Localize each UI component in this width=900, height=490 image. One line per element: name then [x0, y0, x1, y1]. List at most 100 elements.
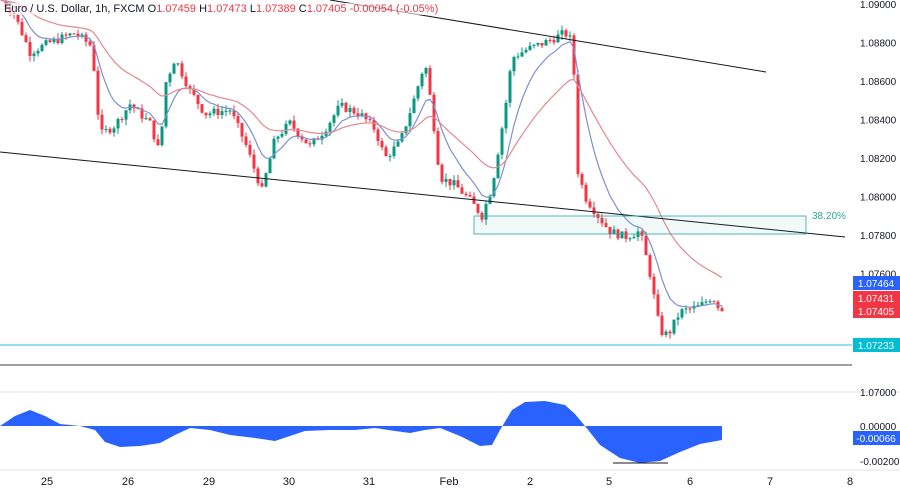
candle-body [188, 86, 192, 89]
candle-body [148, 118, 152, 121]
candle-body [80, 34, 84, 37]
candle-body [388, 155, 392, 157]
candle-body [228, 110, 232, 112]
candle-body [572, 35, 576, 75]
candle-body [624, 231, 628, 239]
candle-body [64, 34, 68, 36]
candle-body [420, 73, 424, 87]
candle-body [720, 308, 724, 312]
candle-body [108, 128, 112, 133]
candle-body [548, 40, 552, 42]
candle-body [672, 319, 676, 334]
candle-body [632, 236, 636, 239]
candle-body [468, 195, 472, 197]
candle-body [588, 201, 592, 208]
candle-body [452, 180, 456, 186]
candle-body [524, 49, 528, 53]
candle-body [396, 141, 400, 147]
x-tick-label: 6 [687, 476, 693, 488]
candle-body [368, 119, 372, 121]
price-badge-label: 1.07233 [858, 341, 895, 352]
candle-body [340, 102, 344, 106]
symbol-line: Euro / U.S. Dollar, 1h, FXCM [4, 3, 145, 15]
candle-body [600, 217, 604, 224]
candle-body [272, 138, 276, 159]
candle-body [352, 107, 356, 114]
x-tick-label: 26 [122, 476, 134, 488]
price-badge [853, 304, 900, 318]
candle-body [52, 38, 56, 43]
x-tick-label: 31 [363, 476, 375, 488]
candle-body [256, 168, 260, 184]
candle-body [116, 118, 120, 129]
candle-body [700, 302, 704, 306]
candle-body [436, 131, 440, 165]
candle-body [124, 110, 128, 120]
candle-body [708, 301, 712, 303]
candle-body [268, 158, 272, 174]
candle-body [244, 136, 248, 145]
chart-header: Euro / U.S. Dollar, 1h, FXCM O1.07459 H1… [4, 3, 439, 15]
candle-body [564, 30, 568, 37]
close-label: C [298, 3, 307, 15]
candle-body [648, 255, 652, 277]
oscillator-badge [853, 431, 900, 445]
candle-body [40, 44, 44, 51]
candle-body [660, 315, 664, 336]
candle-body [416, 86, 420, 99]
candle-body [76, 33, 80, 37]
candle-body [408, 113, 412, 127]
candle-body [140, 108, 144, 119]
candle-body [508, 71, 512, 103]
price-badge [853, 291, 900, 305]
candle-body [528, 45, 532, 50]
oscillator-area [0, 401, 722, 463]
candle-body [312, 138, 316, 145]
candle-body [392, 146, 396, 156]
candle-body [336, 105, 340, 116]
candle-body [16, 14, 20, 22]
candle-body [216, 108, 220, 116]
candle-body [432, 94, 436, 132]
candle-body [612, 229, 616, 235]
candle-body [156, 139, 160, 146]
x-tick-label: 5 [606, 476, 612, 488]
candle-body [520, 52, 524, 57]
candle-body [44, 40, 48, 45]
ma-slow-line [1, 0, 723, 279]
candle-body [620, 231, 624, 239]
ma-fast-line [1, 0, 723, 308]
candle-body [224, 110, 228, 112]
candle-body [276, 136, 280, 139]
candle-body [292, 120, 296, 129]
candle-body [644, 235, 648, 256]
candle-body [200, 104, 204, 113]
candle-body [208, 113, 212, 116]
price-badge [853, 338, 900, 352]
lower-trendline [0, 151, 846, 238]
candle-body [20, 21, 24, 36]
change-value: -0.00054 (-0.05%) [349, 3, 439, 15]
candle-body [212, 108, 216, 114]
candle-body [500, 128, 504, 155]
candle-body [236, 116, 240, 124]
candle-body [592, 207, 596, 215]
candle-body [472, 196, 476, 204]
candle-body [104, 128, 108, 130]
candle-body [684, 308, 688, 310]
candle-body [712, 301, 716, 303]
candle-body [112, 128, 116, 133]
candle-body [24, 35, 28, 42]
candle-body [304, 139, 308, 144]
x-tick-label: Feb [440, 476, 459, 488]
candle-body [252, 154, 256, 169]
candle-body [652, 276, 656, 295]
y-tick-label: 1.08600 [860, 77, 897, 88]
candle-body [152, 120, 156, 140]
oscillator-badge-label: -0.00066 [856, 434, 896, 445]
candle-body [196, 94, 200, 105]
candle-body [532, 44, 536, 46]
candle-body [180, 63, 184, 77]
candle-body [384, 147, 388, 157]
